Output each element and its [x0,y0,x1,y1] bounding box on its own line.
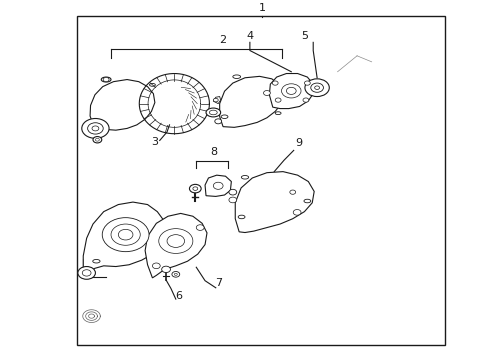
Circle shape [82,270,91,276]
Circle shape [92,126,99,131]
Circle shape [305,79,329,96]
Text: 2: 2 [220,35,227,45]
Ellipse shape [275,112,281,114]
Ellipse shape [221,115,228,118]
Circle shape [78,266,96,279]
Polygon shape [220,76,284,127]
Circle shape [174,273,177,275]
Circle shape [159,229,193,253]
Circle shape [103,77,109,82]
Text: 7: 7 [215,278,222,288]
Polygon shape [145,213,207,278]
Circle shape [303,98,309,102]
Circle shape [293,210,301,215]
Circle shape [190,184,201,193]
Ellipse shape [209,110,217,115]
Circle shape [282,84,301,98]
Polygon shape [90,80,155,130]
Circle shape [213,98,218,102]
Polygon shape [213,96,220,104]
Text: 4: 4 [246,31,253,41]
Circle shape [82,118,109,138]
Circle shape [264,90,270,95]
Circle shape [311,83,323,92]
Text: 1: 1 [259,3,266,13]
Ellipse shape [101,77,111,82]
Text: 8: 8 [211,148,218,157]
Ellipse shape [149,84,155,86]
Circle shape [196,225,204,230]
Text: 5: 5 [301,31,308,41]
Circle shape [93,136,102,143]
Circle shape [96,138,99,141]
Polygon shape [205,175,231,197]
Circle shape [167,235,185,247]
Ellipse shape [93,260,100,263]
Circle shape [102,218,149,252]
Circle shape [162,266,171,273]
Polygon shape [270,73,313,109]
Circle shape [111,224,140,245]
Circle shape [229,189,237,195]
Ellipse shape [238,215,245,219]
Circle shape [215,119,221,124]
Bar [77,16,445,345]
Circle shape [172,271,180,277]
Circle shape [304,81,310,85]
Circle shape [315,86,319,89]
Ellipse shape [233,75,241,78]
Circle shape [193,187,198,190]
Polygon shape [83,202,166,277]
Text: 6: 6 [176,291,183,301]
Circle shape [275,98,281,102]
Text: 9: 9 [295,138,302,148]
Ellipse shape [206,108,220,117]
Circle shape [118,229,133,240]
Circle shape [290,190,295,194]
Polygon shape [235,172,314,233]
Circle shape [287,87,296,94]
Circle shape [272,81,278,85]
Circle shape [213,182,223,189]
Circle shape [88,123,103,134]
Circle shape [229,197,237,203]
Ellipse shape [242,176,248,179]
Text: 3: 3 [151,137,158,147]
Ellipse shape [304,199,311,203]
Circle shape [152,263,160,269]
